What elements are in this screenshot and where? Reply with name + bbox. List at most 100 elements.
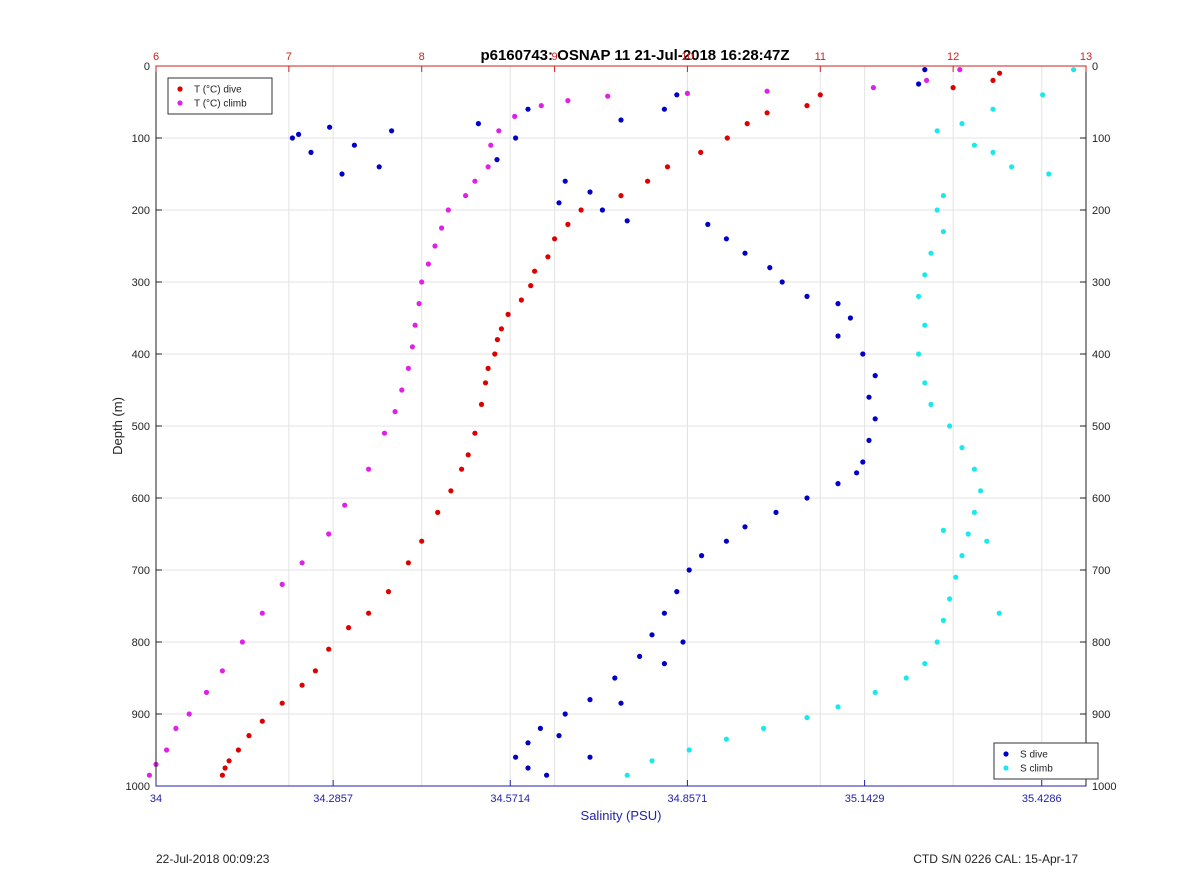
data-point (385, 589, 392, 595)
data-point (472, 430, 478, 436)
temperature-tick-label: 11 (815, 51, 826, 63)
series-t-c-dive (219, 70, 1003, 778)
data-point (934, 207, 940, 213)
data-point (922, 67, 928, 73)
data-point (947, 596, 953, 602)
data-point (587, 697, 593, 703)
data-point (872, 373, 878, 379)
data-point (299, 682, 305, 688)
series-s-climb (624, 67, 1077, 778)
data-point (485, 365, 491, 371)
data-point (860, 459, 866, 465)
legend-marker (1003, 751, 1009, 757)
legend-marker (177, 100, 183, 106)
temperature-tick-label: 7 (286, 51, 292, 63)
data-point (173, 725, 179, 732)
data-point (494, 157, 500, 163)
y-tick-label-right: 600 (1092, 493, 1110, 505)
data-point (624, 218, 630, 224)
y-tick-label-right: 1000 (1092, 781, 1116, 793)
data-point (744, 121, 750, 127)
y-tick-label-left: 100 (132, 133, 150, 145)
data-point (562, 711, 568, 717)
data-point (835, 481, 841, 487)
data-point (959, 121, 965, 127)
data-point (448, 488, 454, 494)
y-tick-label-right: 0 (1092, 61, 1098, 73)
data-point (435, 509, 441, 515)
data-point (326, 531, 332, 537)
data-point (996, 610, 1002, 616)
legend-marker (177, 86, 183, 92)
y-tick-label-right: 400 (1092, 349, 1110, 361)
data-point (1046, 171, 1052, 177)
data-point (854, 470, 860, 476)
data-point (475, 121, 481, 127)
data-point (767, 265, 773, 271)
data-point (538, 103, 544, 109)
data-point (492, 351, 498, 357)
data-point (409, 344, 415, 350)
data-point (971, 142, 978, 148)
temperature-tick-label: 6 (153, 51, 159, 63)
data-point (870, 85, 877, 91)
data-point (947, 423, 953, 429)
data-point (922, 380, 928, 386)
y-tick-label-left: 600 (132, 493, 150, 505)
y-tick-label-left: 0 (144, 61, 150, 73)
grid-lines (155, 65, 1087, 787)
data-point (804, 715, 810, 721)
data-point (405, 365, 411, 371)
temperature-tick-label: 9 (552, 51, 558, 63)
data-point (416, 301, 422, 307)
data-point (645, 178, 651, 184)
data-point (990, 77, 996, 83)
data-point (599, 207, 606, 213)
generated-timestamp: 22-Jul-2018 00:09:23 (156, 852, 270, 866)
data-point (186, 711, 192, 717)
y-tick-label-left: 800 (132, 637, 150, 649)
axes: 0 0 100 100 200 200 300 300 400 400 500 500 600 600 70… (110, 51, 1116, 823)
y-tick-label-right: 800 (1092, 637, 1110, 649)
data-point (934, 128, 940, 134)
y-tick-label-left: 500 (132, 421, 150, 433)
data-point (482, 380, 489, 386)
data-point (488, 142, 494, 148)
data-point (680, 639, 686, 645)
data-point (405, 560, 411, 566)
data-point (723, 236, 730, 242)
data-point (399, 387, 405, 393)
data-point (699, 553, 705, 559)
data-point (924, 77, 930, 83)
data-point (953, 574, 959, 580)
data-point (459, 466, 465, 472)
legend-entry: S dive (1020, 750, 1048, 761)
data-point (222, 765, 228, 771)
salinity-tick-label: 34.8571 (668, 793, 708, 805)
data-point (505, 311, 511, 317)
data-point (239, 639, 245, 645)
data-point (804, 103, 810, 109)
data-point (308, 149, 314, 155)
data-point (959, 553, 965, 559)
data-point (279, 581, 285, 588)
data-point (674, 92, 680, 98)
y-tick-label-left: 400 (132, 349, 150, 361)
legend-box (167, 77, 273, 115)
data-point (366, 610, 372, 616)
y-tick-label-right: 500 (1092, 421, 1110, 433)
data-point (525, 765, 531, 771)
data-point (342, 502, 348, 508)
data-point (465, 452, 471, 458)
legend-entry: S climb (1020, 764, 1053, 775)
data-point (562, 178, 568, 184)
data-point (545, 254, 551, 260)
data-point (764, 88, 770, 94)
y-tick-label-right: 100 (1092, 133, 1110, 145)
data-point (525, 106, 531, 112)
data-point (661, 661, 668, 667)
data-point (764, 110, 770, 116)
data-point (612, 675, 618, 681)
data-point (686, 567, 692, 573)
data-point (381, 430, 388, 436)
